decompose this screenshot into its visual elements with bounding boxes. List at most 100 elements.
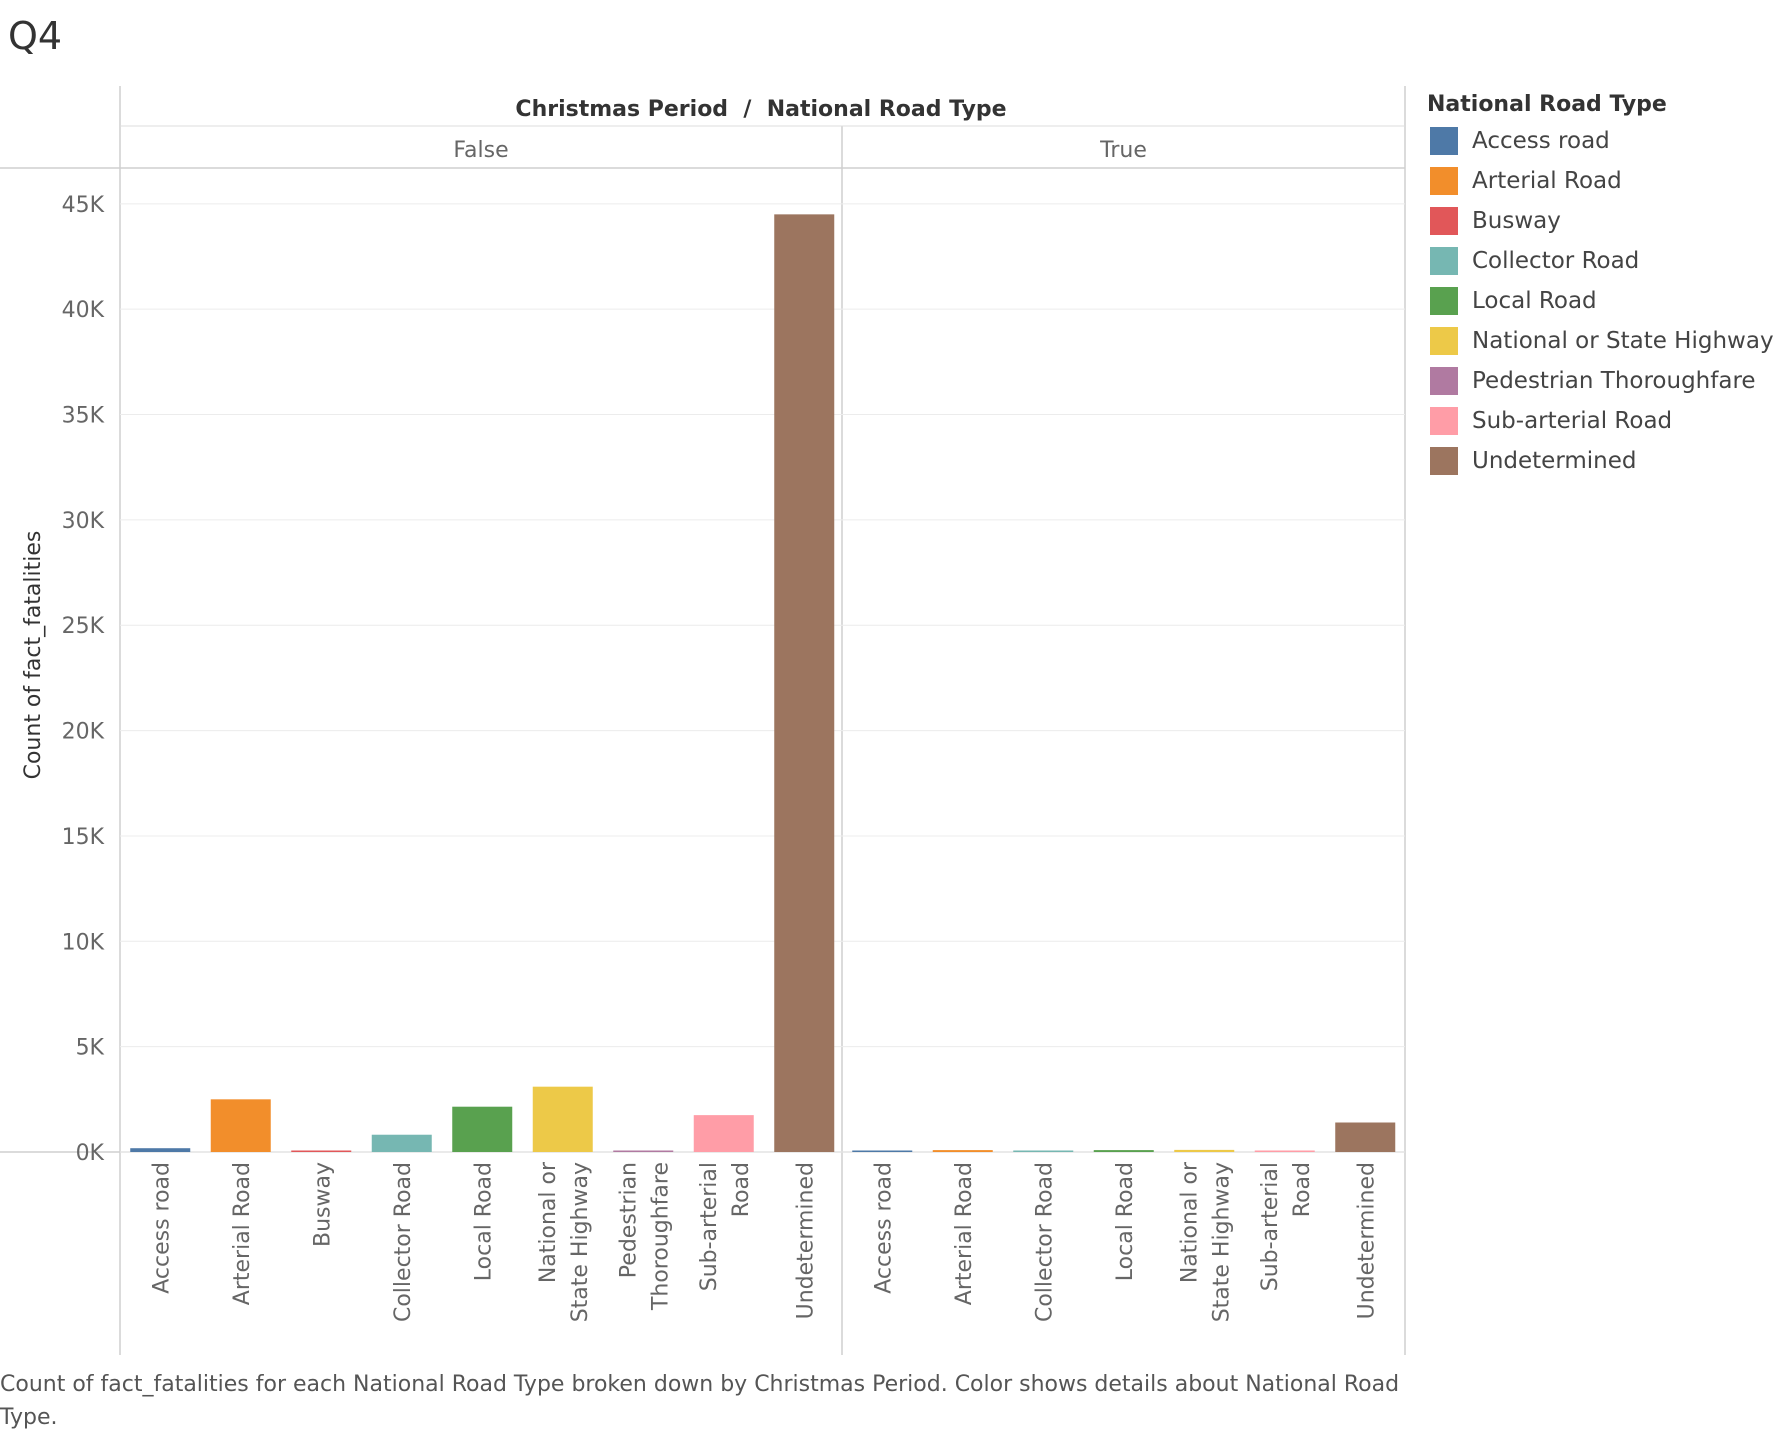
x-tick-label-group: Collector Road <box>391 1162 416 1322</box>
legend-label: Sub-arterial Road <box>1472 408 1673 434</box>
bar <box>1093 1150 1154 1152</box>
x-tick-label: Pedestrian <box>616 1162 641 1278</box>
bar <box>693 1115 754 1152</box>
bar <box>774 214 835 1152</box>
x-tick-label-group: Arterial Road <box>230 1162 255 1305</box>
x-tick-label-group: Undetermined <box>1354 1162 1379 1319</box>
x-tick-label: Local Road <box>1113 1162 1138 1281</box>
bar <box>291 1150 352 1152</box>
y-tick-label: 35K <box>62 404 105 429</box>
x-tick-label: National or <box>1177 1161 1202 1283</box>
legend-label: Access road <box>1472 128 1610 154</box>
bar <box>932 1150 993 1152</box>
legend-swatch <box>1430 247 1458 275</box>
legend-label: Local Road <box>1472 288 1597 314</box>
legend-item[interactable]: National or State Highway <box>1427 321 1774 361</box>
legend-label: Undetermined <box>1472 448 1637 474</box>
x-tick-label: Thoroughfare <box>648 1162 673 1311</box>
legend-item[interactable]: Local Road <box>1427 281 1774 321</box>
legend-swatch <box>1430 127 1458 155</box>
x-tick-label: National or <box>536 1161 561 1283</box>
x-tick-label: State Highway <box>1209 1162 1234 1322</box>
x-tick-label-group: Pedestrian Thoroughfare <box>616 1162 673 1311</box>
legend-item[interactable]: Arterial Road <box>1427 161 1774 201</box>
bars <box>130 214 1396 1152</box>
y-tick-label: 40K <box>62 298 105 323</box>
legend-label: Arterial Road <box>1472 168 1622 194</box>
y-tick-label: 45K <box>62 193 105 218</box>
pane-header-label: True <box>1099 138 1147 163</box>
sheet-title: Q4 <box>8 14 63 58</box>
y-tick-label: 30K <box>62 509 105 534</box>
x-tick-label: Collector Road <box>391 1162 416 1322</box>
y-tick-label: 25K <box>62 614 105 639</box>
bar <box>1254 1150 1315 1152</box>
x-tick-label: Road <box>729 1162 754 1217</box>
x-tick-label: Arterial Road <box>230 1162 255 1305</box>
legend-label: Pedestrian Thoroughfare <box>1472 368 1756 394</box>
x-tick-label: Collector Road <box>1032 1162 1057 1322</box>
x-tick-label-group: Sub-arterial Road <box>1258 1162 1315 1291</box>
legend-swatch <box>1430 327 1458 355</box>
column-header-title: Christmas Period / National Road Type <box>515 97 1006 122</box>
x-tick-label: Access road <box>149 1162 174 1294</box>
pane-header-label: False <box>453 138 508 163</box>
legend-item[interactable]: Access road <box>1427 121 1774 161</box>
legend-item[interactable]: Busway <box>1427 201 1774 241</box>
bar <box>210 1099 271 1152</box>
legend-swatch <box>1430 447 1458 475</box>
x-tick-label-group: Access road <box>149 1162 174 1294</box>
bar <box>130 1148 191 1152</box>
x-tick-label: Road <box>1290 1162 1315 1217</box>
bar <box>852 1150 913 1152</box>
bar <box>613 1150 674 1152</box>
legend-swatch <box>1430 207 1458 235</box>
y-tick-label: 0K <box>76 1141 105 1166</box>
x-tick-label-group: Arterial Road <box>952 1162 977 1305</box>
x-tick-label: Arterial Road <box>952 1162 977 1305</box>
legend: National Road Type Access road Arterial R… <box>1427 92 1774 481</box>
x-tick-label-group: Local Road <box>1113 1162 1138 1281</box>
x-axis: Access road Arterial Road Busway Collector … <box>149 1161 1379 1322</box>
x-tick-label: Undetermined <box>1354 1162 1379 1319</box>
bar <box>1335 1122 1396 1152</box>
x-tick-label: Sub-arterial <box>697 1162 722 1291</box>
y-tick-label: 10K <box>62 930 105 955</box>
x-tick-label-group: Sub-arterial Road <box>697 1162 754 1291</box>
y-axis: 0K 5K 10K 15K 20K 25K 30K 35K 40K 45K <box>62 193 105 1166</box>
legend-swatch <box>1430 167 1458 195</box>
x-tick-label: Undetermined <box>793 1162 818 1319</box>
x-tick-label-group: Local Road <box>471 1162 496 1281</box>
legend-label: Busway <box>1472 208 1561 234</box>
bar <box>452 1106 513 1152</box>
x-tick-label: Sub-arterial <box>1258 1162 1283 1291</box>
bar <box>371 1134 432 1152</box>
bar <box>1174 1149 1235 1152</box>
legend-item[interactable]: Undetermined <box>1427 441 1774 481</box>
bar <box>1013 1150 1074 1152</box>
x-tick-label: State Highway <box>568 1162 593 1322</box>
y-tick-label: 15K <box>62 825 105 850</box>
legend-items: Access road Arterial Road Busway Collector … <box>1427 121 1774 481</box>
legend-item[interactable]: Collector Road <box>1427 241 1774 281</box>
x-tick-label: Busway <box>310 1162 335 1247</box>
y-tick-label: 5K <box>76 1036 105 1061</box>
gridlines <box>120 203 1405 1153</box>
caption: Count of fact_fatalities for each Nation… <box>0 1372 1400 1430</box>
legend-label: National or State Highway <box>1472 328 1774 354</box>
y-tick-label: 20K <box>62 720 105 745</box>
y-axis-title: Count of fact_fatalities <box>21 531 46 780</box>
legend-item[interactable]: Sub-arterial Road <box>1427 401 1774 441</box>
legend-label: Collector Road <box>1472 248 1640 274</box>
bar-chart: False True 0K 5K 10K 15K 20K 25K 30K 35K 40K 45K A… <box>0 86 1406 1355</box>
legend-swatch <box>1430 287 1458 315</box>
legend-item[interactable]: Pedestrian Thoroughfare <box>1427 361 1774 401</box>
x-tick-label-group: Undetermined <box>793 1162 818 1319</box>
x-tick-label-group: Collector Road <box>1032 1162 1057 1322</box>
x-tick-label: Access road <box>871 1162 896 1294</box>
x-tick-label: Local Road <box>471 1162 496 1281</box>
legend-title: National Road Type <box>1427 92 1667 117</box>
x-tick-label-group: Access road <box>871 1162 896 1294</box>
x-tick-label-group: Busway <box>310 1162 335 1247</box>
legend-swatch <box>1430 367 1458 395</box>
